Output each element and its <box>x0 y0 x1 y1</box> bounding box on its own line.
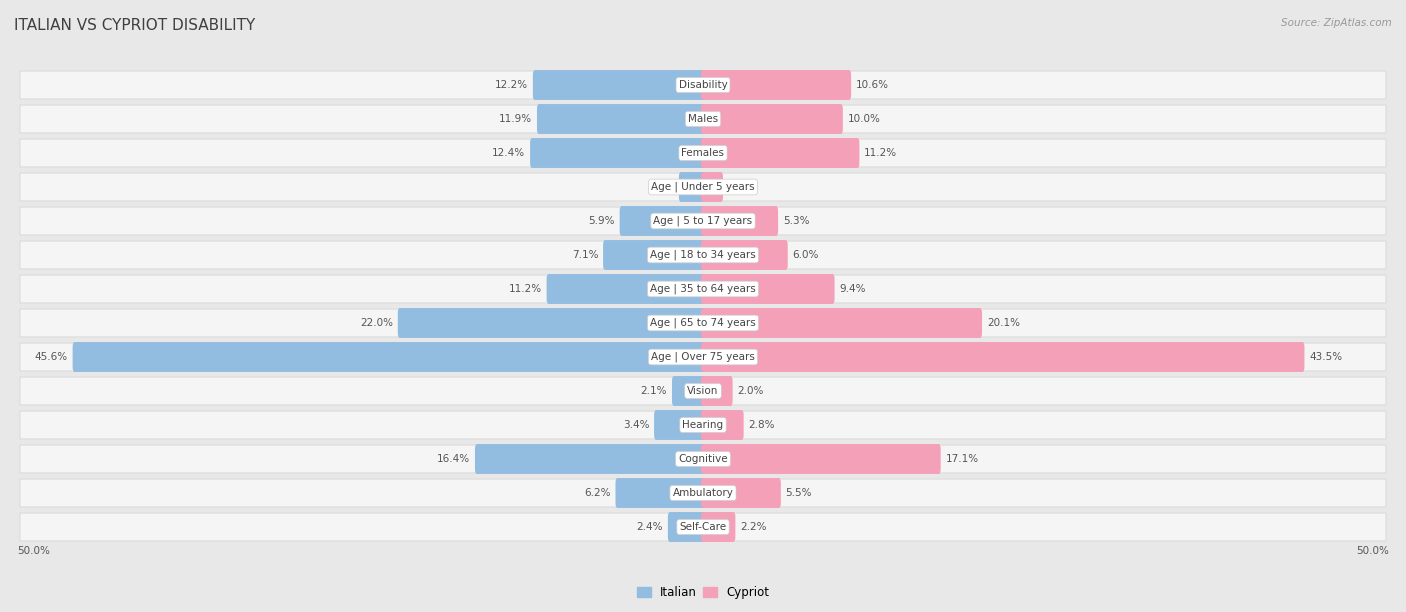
Text: 11.2%: 11.2% <box>509 284 541 294</box>
Text: 6.0%: 6.0% <box>793 250 818 260</box>
FancyBboxPatch shape <box>702 444 941 474</box>
Text: 12.2%: 12.2% <box>495 80 529 90</box>
FancyBboxPatch shape <box>702 478 780 508</box>
FancyBboxPatch shape <box>547 274 704 304</box>
Text: Ambulatory: Ambulatory <box>672 488 734 498</box>
FancyBboxPatch shape <box>702 240 787 270</box>
FancyBboxPatch shape <box>702 342 1305 372</box>
FancyBboxPatch shape <box>672 376 704 406</box>
Text: 2.8%: 2.8% <box>748 420 775 430</box>
FancyBboxPatch shape <box>702 512 735 542</box>
FancyBboxPatch shape <box>20 377 1386 405</box>
Text: 5.9%: 5.9% <box>588 216 614 226</box>
Text: Age | 65 to 74 years: Age | 65 to 74 years <box>650 318 756 328</box>
Text: 16.4%: 16.4% <box>437 454 470 464</box>
Text: Self-Care: Self-Care <box>679 522 727 532</box>
Text: 20.1%: 20.1% <box>987 318 1019 328</box>
Text: 9.4%: 9.4% <box>839 284 866 294</box>
FancyBboxPatch shape <box>702 70 851 100</box>
FancyBboxPatch shape <box>475 444 704 474</box>
Text: 2.1%: 2.1% <box>641 386 668 396</box>
Text: 2.4%: 2.4% <box>637 522 664 532</box>
FancyBboxPatch shape <box>620 206 704 236</box>
Text: Age | 35 to 64 years: Age | 35 to 64 years <box>650 284 756 294</box>
Text: Females: Females <box>682 148 724 158</box>
Text: 3.4%: 3.4% <box>623 420 650 430</box>
FancyBboxPatch shape <box>668 512 704 542</box>
FancyBboxPatch shape <box>20 71 1386 99</box>
FancyBboxPatch shape <box>20 105 1386 133</box>
Text: 22.0%: 22.0% <box>360 318 392 328</box>
Text: ITALIAN VS CYPRIOT DISABILITY: ITALIAN VS CYPRIOT DISABILITY <box>14 18 256 34</box>
FancyBboxPatch shape <box>20 445 1386 473</box>
Text: 45.6%: 45.6% <box>35 352 67 362</box>
Text: 7.1%: 7.1% <box>572 250 599 260</box>
FancyBboxPatch shape <box>20 241 1386 269</box>
FancyBboxPatch shape <box>702 376 733 406</box>
Text: Males: Males <box>688 114 718 124</box>
FancyBboxPatch shape <box>20 343 1386 371</box>
FancyBboxPatch shape <box>702 410 744 440</box>
FancyBboxPatch shape <box>530 138 704 168</box>
FancyBboxPatch shape <box>679 172 704 202</box>
FancyBboxPatch shape <box>603 240 704 270</box>
Text: 10.6%: 10.6% <box>856 80 889 90</box>
FancyBboxPatch shape <box>20 309 1386 337</box>
Text: 50.0%: 50.0% <box>1357 546 1389 556</box>
Text: 12.4%: 12.4% <box>492 148 526 158</box>
Text: Age | 5 to 17 years: Age | 5 to 17 years <box>654 216 752 226</box>
Text: Age | Under 5 years: Age | Under 5 years <box>651 182 755 192</box>
Text: 50.0%: 50.0% <box>17 546 49 556</box>
FancyBboxPatch shape <box>702 274 835 304</box>
FancyBboxPatch shape <box>702 104 842 134</box>
Text: 11.9%: 11.9% <box>499 114 531 124</box>
Text: Age | Over 75 years: Age | Over 75 years <box>651 352 755 362</box>
Text: 5.3%: 5.3% <box>783 216 810 226</box>
FancyBboxPatch shape <box>533 70 704 100</box>
FancyBboxPatch shape <box>20 513 1386 541</box>
Text: Source: ZipAtlas.com: Source: ZipAtlas.com <box>1281 18 1392 28</box>
FancyBboxPatch shape <box>20 275 1386 303</box>
FancyBboxPatch shape <box>654 410 704 440</box>
Text: Vision: Vision <box>688 386 718 396</box>
FancyBboxPatch shape <box>20 139 1386 167</box>
FancyBboxPatch shape <box>702 308 981 338</box>
FancyBboxPatch shape <box>702 172 723 202</box>
Legend: Italian, Cypriot: Italian, Cypriot <box>631 581 775 603</box>
Text: 43.5%: 43.5% <box>1309 352 1343 362</box>
Text: 10.0%: 10.0% <box>848 114 880 124</box>
Text: Cognitive: Cognitive <box>678 454 728 464</box>
Text: 5.5%: 5.5% <box>786 488 813 498</box>
Text: Age | 18 to 34 years: Age | 18 to 34 years <box>650 250 756 260</box>
Text: 1.3%: 1.3% <box>728 182 754 192</box>
Text: 1.6%: 1.6% <box>648 182 673 192</box>
Text: 11.2%: 11.2% <box>865 148 897 158</box>
FancyBboxPatch shape <box>616 478 704 508</box>
FancyBboxPatch shape <box>20 411 1386 439</box>
FancyBboxPatch shape <box>398 308 704 338</box>
FancyBboxPatch shape <box>702 138 859 168</box>
Text: 6.2%: 6.2% <box>583 488 610 498</box>
Text: Hearing: Hearing <box>682 420 724 430</box>
Text: 2.0%: 2.0% <box>738 386 763 396</box>
FancyBboxPatch shape <box>537 104 704 134</box>
FancyBboxPatch shape <box>20 479 1386 507</box>
Text: Disability: Disability <box>679 80 727 90</box>
Text: 17.1%: 17.1% <box>945 454 979 464</box>
FancyBboxPatch shape <box>702 206 778 236</box>
FancyBboxPatch shape <box>73 342 704 372</box>
FancyBboxPatch shape <box>20 173 1386 201</box>
Text: 2.2%: 2.2% <box>740 522 766 532</box>
FancyBboxPatch shape <box>20 207 1386 235</box>
